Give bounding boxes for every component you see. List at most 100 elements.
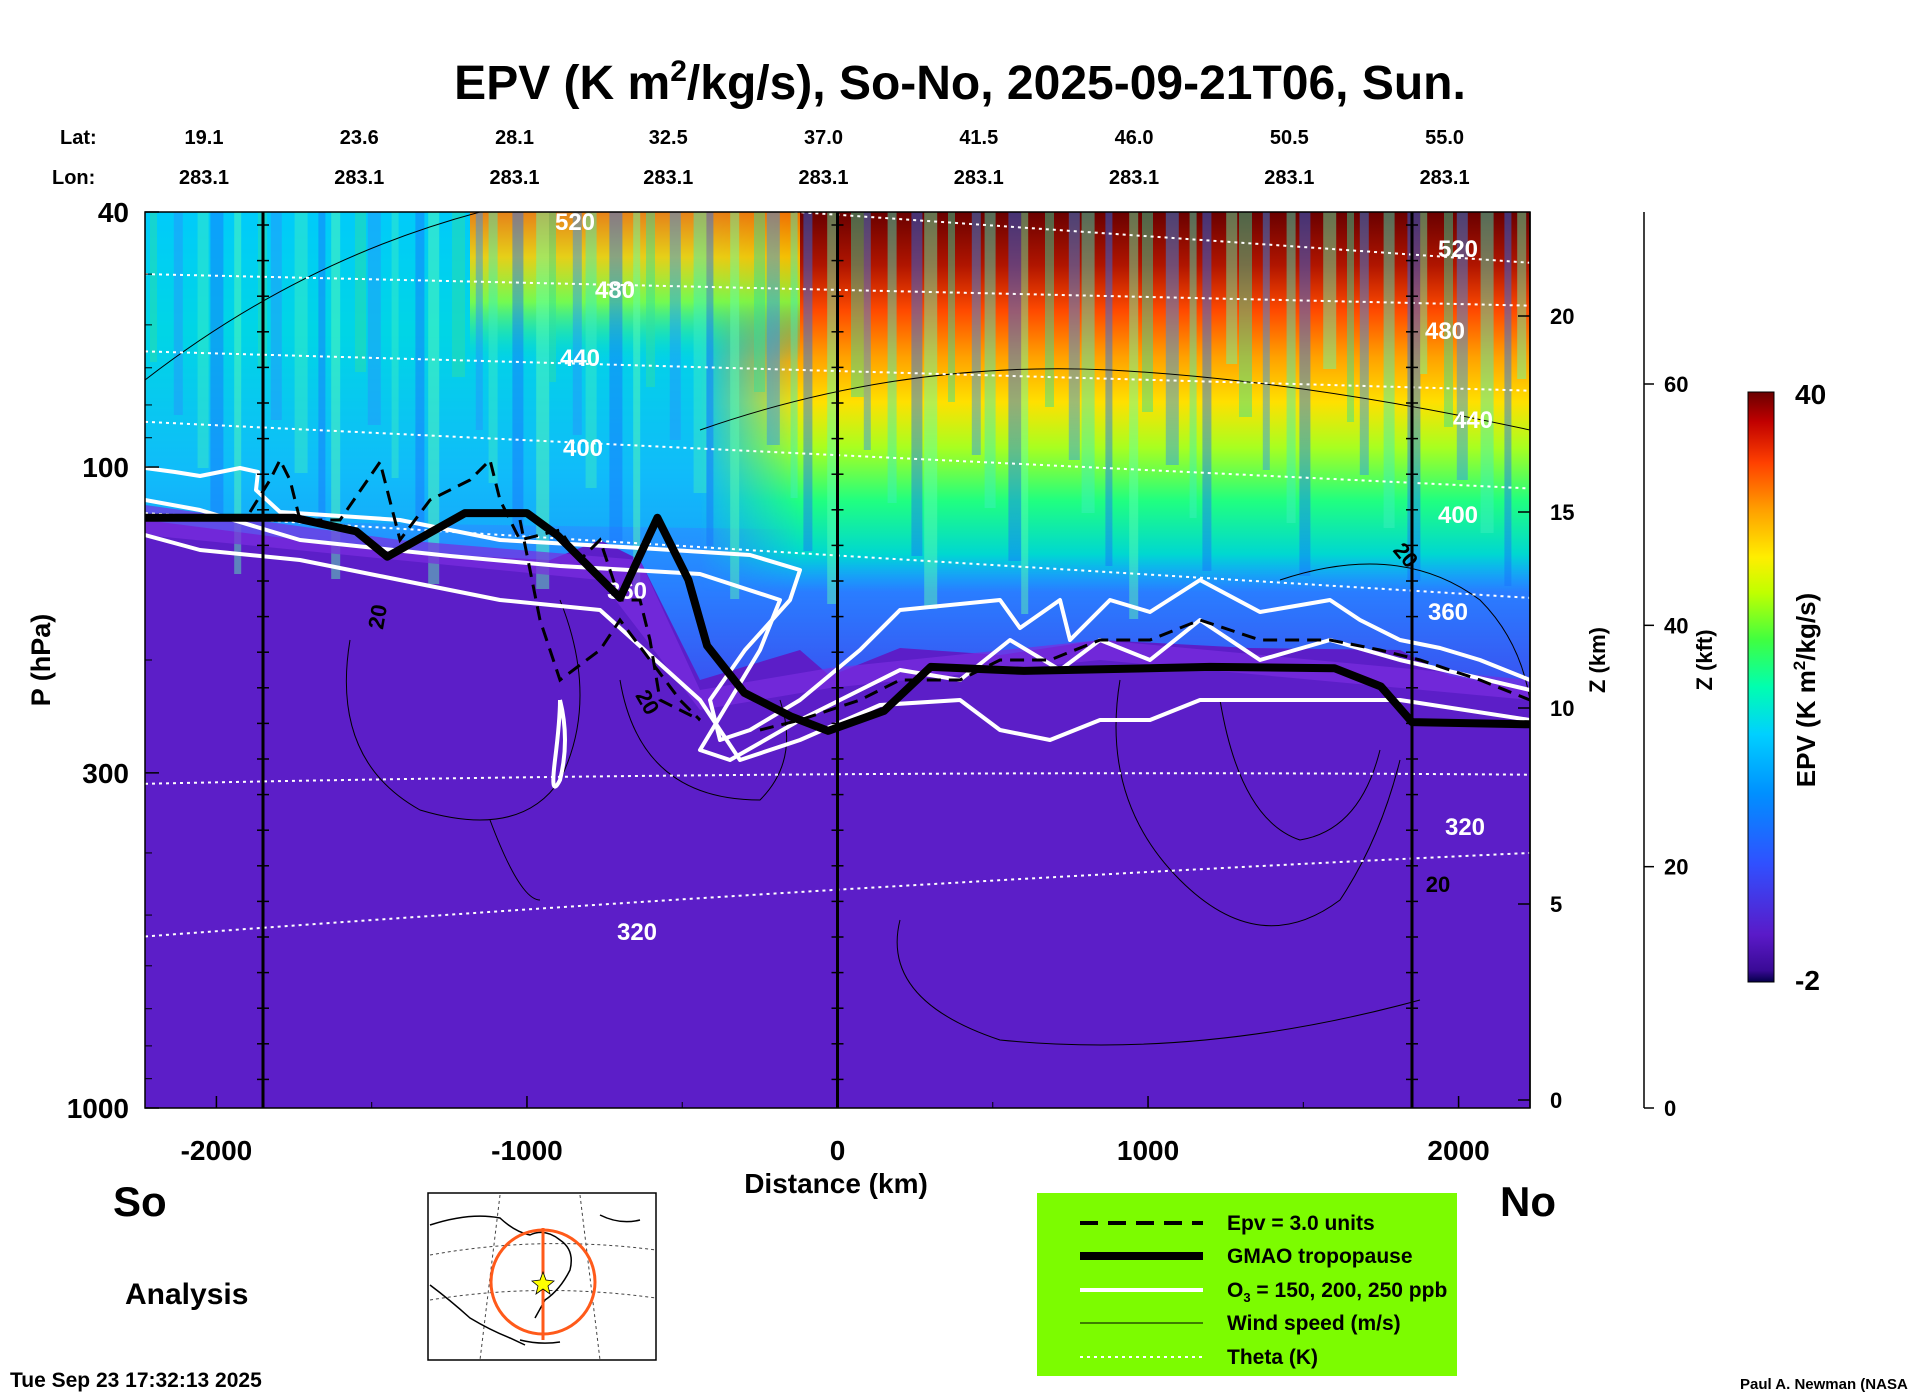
epv-streak <box>1081 212 1095 513</box>
x-tick-label-2: 0 <box>830 1135 846 1166</box>
epv-streak <box>1045 212 1054 407</box>
epv-streak <box>693 212 707 493</box>
x-tick-label-1: -1000 <box>491 1135 563 1166</box>
theta-label-1: 480 <box>595 277 635 304</box>
theta-label-5: 320 <box>617 919 657 946</box>
station-lon-7: 283.1 <box>1264 167 1314 189</box>
analysis-label: Analysis <box>125 1278 248 1311</box>
epv-streak <box>1165 212 1179 465</box>
epv-streak <box>646 212 655 387</box>
epv-streak <box>391 212 399 478</box>
wind-label-0: 20 <box>363 602 392 630</box>
epv-streak <box>971 212 981 455</box>
epv-streak <box>1226 212 1238 364</box>
inset-map <box>427 1192 657 1361</box>
x-axis: -2000 -1000 0 1000 2000 <box>181 1096 1490 1166</box>
ozone-contour-3 <box>551 699 567 789</box>
epv-streak <box>1299 212 1311 576</box>
epv-streak <box>730 212 740 599</box>
epv-streak <box>1008 212 1022 561</box>
epv-streak <box>1456 212 1468 480</box>
epv-streak <box>585 212 597 488</box>
epv-streak <box>294 212 308 473</box>
epv-streak <box>355 212 366 372</box>
y-axis-label: P (hPa) <box>26 614 56 707</box>
theta-label-2: 440 <box>560 345 600 372</box>
colorbar-min-label: -2 <box>1795 965 1820 996</box>
station-lon-1: 283.1 <box>334 167 384 189</box>
theta-label-6: 320 <box>1445 814 1485 841</box>
epv-dashed-0 <box>248 456 701 722</box>
legend-label-theta: Theta (K) <box>1227 1346 1318 1369</box>
legend-label-epv: Epv = 3.0 units <box>1227 1212 1375 1235</box>
epv-streak <box>428 212 440 584</box>
ozone-contour-0 <box>145 466 1530 742</box>
ozone-contour-2 <box>145 533 1530 762</box>
epv-streak <box>706 212 714 546</box>
epv-streak <box>851 212 864 397</box>
wind-contour-4 <box>619 679 788 801</box>
station-lat-5: 41.5 <box>959 127 998 149</box>
legend-box <box>1037 1193 1457 1376</box>
z-km-tick-label-4: 20 <box>1550 304 1574 329</box>
vertical-markers <box>257 212 1418 1108</box>
theta-label-0: 520 <box>555 209 595 236</box>
z-km-tick-label-0: 0 <box>1550 1088 1562 1113</box>
legend: Epv = 3.0 units GMAO tropopause O3 = 150… <box>1037 1193 1457 1376</box>
station-lon-4: 283.1 <box>798 167 848 189</box>
station-lon-8: 283.1 <box>1420 167 1470 189</box>
z-kft-tick-label-3: 60 <box>1664 372 1688 397</box>
wind-contour-6 <box>1219 699 1381 841</box>
theta-label-right-2: 440 <box>1453 407 1493 434</box>
lon-header-label: Lon: <box>52 167 95 189</box>
legend-label-ozone: O3 = 150, 200, 250 ppb <box>1227 1279 1447 1305</box>
epv-dashed-1 <box>518 519 702 722</box>
epv-streak <box>1129 212 1139 619</box>
epv-streak <box>863 212 871 450</box>
epv-streak <box>1262 212 1270 470</box>
epv-streak <box>367 212 381 425</box>
epv-streak <box>633 212 641 594</box>
epv-streak <box>790 212 798 498</box>
z-kft-axis: 0 20 40 60 <box>1643 212 1688 1121</box>
colorbar <box>1747 391 1775 983</box>
epv-streak <box>488 212 498 483</box>
epv-streak <box>415 212 425 531</box>
wind-contour-2 <box>1279 563 1530 701</box>
wind-contour-3 <box>345 599 581 821</box>
station-lat-7: 50.5 <box>1270 127 1309 149</box>
x-axis-label: Distance (km) <box>744 1168 928 1199</box>
epv-streak <box>766 212 780 445</box>
station-lon-6: 283.1 <box>1109 167 1159 189</box>
epv-streak <box>1239 212 1252 417</box>
legend-label-tropopause: GMAO tropopause <box>1227 1245 1413 1268</box>
station-lat-2: 28.1 <box>495 127 534 149</box>
lat-header-label: Lat: <box>60 127 97 149</box>
colorbar-max-label: 40 <box>1795 379 1826 410</box>
epv-streak <box>948 212 955 402</box>
epv-streak <box>1286 212 1296 523</box>
epv-streak <box>1407 212 1421 581</box>
chart-title: EPV (K m2/kg/s), So-No, 2025-09-21T06, S… <box>454 55 1466 110</box>
wind-contour-5 <box>1115 679 1401 927</box>
station-lon-2: 283.1 <box>490 167 540 189</box>
epv-streak <box>318 212 326 526</box>
epv-streak <box>1359 212 1369 475</box>
wind-contour-7 <box>489 819 541 901</box>
station-lat-6: 46.0 <box>1115 127 1154 149</box>
epv-streak <box>197 212 209 468</box>
station-lon-5: 283.1 <box>954 167 1004 189</box>
epv-streak <box>270 212 282 420</box>
epv-streak <box>1068 212 1080 460</box>
station-lon-0: 283.1 <box>179 167 229 189</box>
legend-label-wind: Wind speed (m/s) <box>1227 1312 1401 1335</box>
theta-contour-5 <box>145 772 1530 785</box>
theta-contour-2 <box>145 350 1530 392</box>
station-lat-0: 19.1 <box>185 127 224 149</box>
z-kft-tick-label-2: 40 <box>1664 613 1688 638</box>
ozone-contours <box>145 466 1530 789</box>
epv-streak <box>234 212 242 574</box>
epv-dashed-2 <box>759 618 1530 732</box>
region-south-label: So <box>113 1178 167 1225</box>
z-km-tick-label-3: 15 <box>1550 500 1574 525</box>
